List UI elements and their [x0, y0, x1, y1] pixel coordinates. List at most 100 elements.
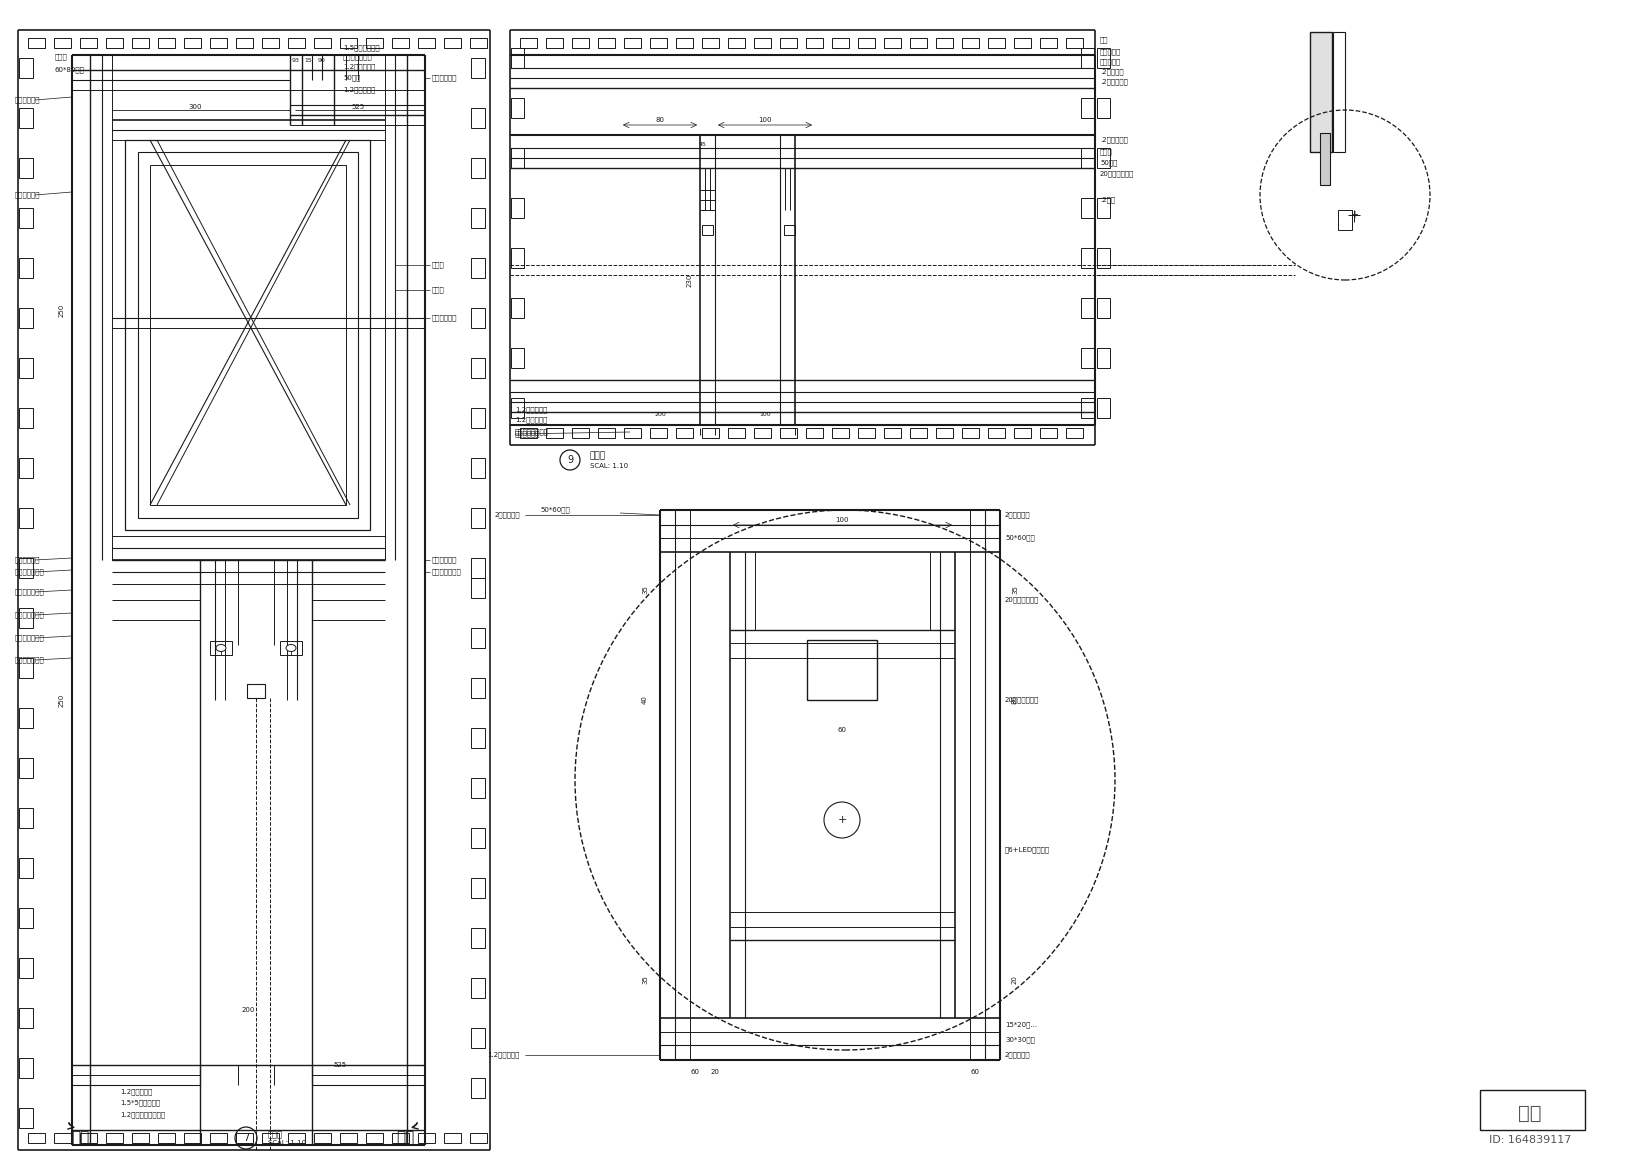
Text: 80: 80 — [1012, 696, 1018, 705]
Bar — [1066, 38, 1083, 48]
Bar — [262, 1134, 279, 1143]
Text: 30*30角钢: 30*30角钢 — [1005, 1037, 1035, 1044]
Text: .2完钢包门框: .2完钢包门框 — [1099, 136, 1127, 143]
Bar — [511, 98, 524, 118]
Bar — [1310, 31, 1332, 151]
Bar — [883, 38, 901, 48]
Text: 柔纲构: 柔纲构 — [432, 287, 445, 294]
Bar — [20, 558, 33, 578]
Bar — [471, 578, 485, 598]
Bar — [1098, 98, 1111, 118]
Bar — [288, 38, 305, 48]
Text: 外枯石对干挂: 外枯石对干挂 — [15, 192, 41, 198]
Bar — [936, 38, 953, 48]
Bar — [1098, 348, 1111, 368]
Bar — [511, 248, 524, 268]
Text: 20: 20 — [710, 1069, 720, 1075]
Bar — [315, 38, 331, 48]
Text: 100: 100 — [836, 517, 849, 523]
Bar — [471, 58, 485, 78]
Bar — [366, 38, 382, 48]
Text: 20钢化夹胶玻璃: 20钢化夹胶玻璃 — [1005, 697, 1040, 704]
Text: 1.2毫钢化玻璃地砖门: 1.2毫钢化玻璃地砖门 — [120, 1111, 165, 1118]
Text: 1.2完钢包门框: 1.2完钢包门框 — [514, 407, 547, 414]
Bar — [1098, 48, 1111, 68]
Text: 2完钢包门框: 2完钢包门框 — [1005, 511, 1030, 518]
Text: 93: 93 — [292, 57, 300, 63]
Bar — [158, 1134, 175, 1143]
Text: 15*20黑...: 15*20黑... — [1005, 1022, 1037, 1029]
Bar — [989, 428, 1005, 438]
Bar — [511, 198, 524, 218]
Text: 绿线米黄干挂: 绿线米黄干挂 — [432, 315, 458, 322]
Text: 525: 525 — [351, 104, 364, 110]
Bar — [20, 908, 33, 929]
Bar — [138, 151, 358, 518]
Text: 300: 300 — [188, 104, 201, 110]
Text: 20: 20 — [1012, 975, 1018, 984]
Bar — [1480, 1090, 1585, 1130]
Bar — [471, 358, 485, 377]
Bar — [288, 1134, 305, 1143]
Bar — [1081, 248, 1094, 268]
Bar — [511, 298, 524, 318]
Text: 剖面图: 剖面图 — [590, 452, 606, 460]
Bar — [808, 640, 877, 700]
Bar — [471, 308, 485, 329]
Bar — [598, 428, 615, 438]
Bar — [859, 38, 875, 48]
Bar — [20, 1008, 33, 1028]
Bar — [81, 38, 97, 48]
Bar — [20, 158, 33, 178]
Bar — [419, 1134, 435, 1143]
Text: 墙板: 墙板 — [1099, 36, 1109, 43]
Bar — [20, 458, 33, 478]
Bar — [728, 428, 745, 438]
Bar — [511, 398, 524, 418]
Text: 250: 250 — [59, 303, 64, 317]
Text: 中厘黑门套干挂: 中厘黑门套干挂 — [15, 569, 44, 576]
Bar — [471, 508, 485, 528]
Text: 200: 200 — [241, 1007, 255, 1014]
Bar — [185, 38, 201, 48]
Bar — [471, 1028, 485, 1048]
Bar — [20, 608, 33, 628]
Bar — [236, 38, 254, 48]
Bar — [471, 1078, 485, 1097]
Text: 230: 230 — [687, 274, 694, 287]
Bar — [936, 428, 953, 438]
Text: 1.2完钢包门框: 1.2完钢包门框 — [514, 417, 547, 423]
Bar — [676, 38, 694, 48]
Text: 九厘板基层: 九厘板基层 — [1099, 49, 1121, 55]
Text: 口色铝板胶门框: 口色铝板胶门框 — [343, 54, 372, 61]
Bar — [28, 1134, 44, 1143]
Text: 1.2砂钢包门框: 1.2砂钢包门框 — [343, 86, 376, 93]
Bar — [366, 1134, 382, 1143]
Bar — [81, 1134, 97, 1143]
Text: 知末: 知末 — [1518, 1103, 1543, 1123]
Bar — [125, 140, 371, 530]
Bar — [132, 1134, 148, 1143]
Bar — [1098, 398, 1111, 418]
Text: 7: 7 — [242, 1134, 249, 1143]
Text: 2完钢包门框: 2完钢包门框 — [1005, 1052, 1030, 1058]
Bar — [755, 428, 771, 438]
Text: 中厘黑门套干挂: 中厘黑门套干挂 — [15, 588, 44, 595]
Bar — [784, 225, 794, 235]
Bar — [1081, 348, 1094, 368]
Bar — [702, 428, 719, 438]
Text: 1.5毫钢化玻璃端: 1.5毫钢化玻璃端 — [343, 44, 379, 51]
Text: 2完钢包门框: 2完钢包门框 — [494, 511, 521, 518]
Bar — [20, 108, 33, 128]
Bar — [471, 778, 485, 798]
Text: 35: 35 — [643, 975, 648, 984]
Bar — [20, 408, 33, 428]
Bar — [471, 628, 485, 648]
Text: 9: 9 — [567, 456, 574, 465]
Bar — [962, 428, 979, 438]
Bar — [883, 428, 901, 438]
Bar — [1320, 133, 1330, 185]
Text: .2完钢: .2完钢 — [1099, 197, 1116, 204]
Bar — [780, 428, 798, 438]
Text: 木芯板: 木芯板 — [1099, 149, 1112, 155]
